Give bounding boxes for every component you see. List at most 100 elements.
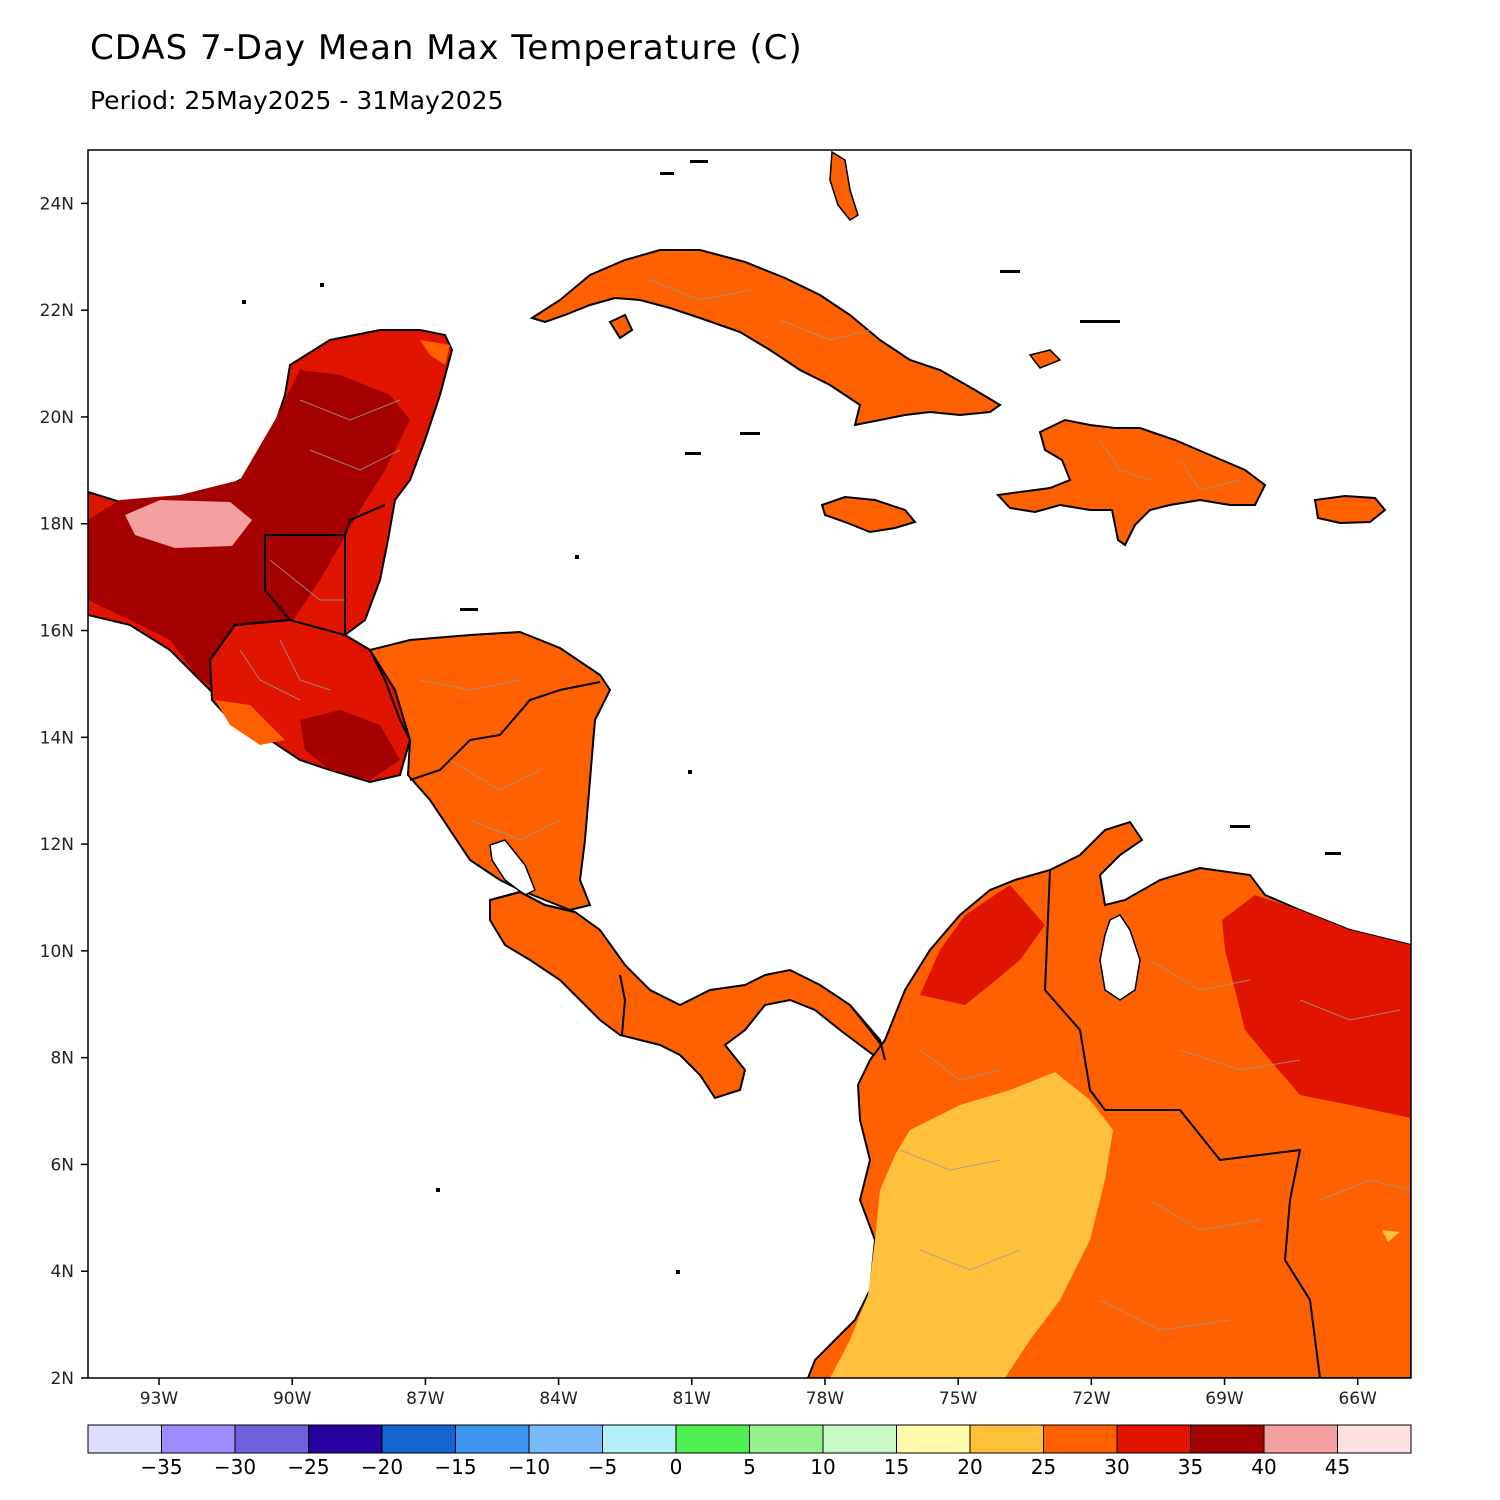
zone-30-pacific-coast — [215, 700, 285, 745]
lat-tick-label: 22N — [40, 301, 74, 321]
colorbar-swatch — [675, 1424, 750, 1454]
hot-zone-40 — [88, 370, 410, 690]
lon-tick-label: 69W — [1205, 1389, 1244, 1409]
coast-zone-30 — [420, 340, 450, 365]
colorbar-label: 40 — [1251, 1455, 1276, 1479]
colorbar-swatch — [381, 1424, 456, 1454]
island-jamaica — [820, 495, 917, 534]
province-lines — [239, 279, 1411, 1331]
key-dot — [688, 770, 692, 774]
province-line — [239, 639, 331, 701]
zone-25-andes — [830, 1072, 1113, 1378]
island-small-caribbean — [1028, 349, 1062, 369]
colorbar-label: 25 — [1031, 1455, 1056, 1479]
zone-40-elsalvador — [300, 710, 400, 780]
island-puerto-rico — [1313, 494, 1387, 525]
colorbar-swatch — [87, 1424, 162, 1454]
key-dot — [740, 432, 760, 435]
map-title: CDAS 7-Day Mean Max Temperature (C) — [90, 28, 803, 68]
colorbar-label: 30 — [1104, 1455, 1129, 1479]
lon-tick-label: 75W — [939, 1389, 978, 1409]
province-line — [419, 679, 561, 841]
country-borders — [209, 504, 1321, 1378]
key-dot — [575, 555, 579, 559]
colorbar-swatch — [602, 1424, 677, 1454]
lat-tick-label: 4N — [50, 1262, 74, 1282]
colorbar-swatch — [528, 1424, 603, 1454]
province-line — [1099, 1179, 1411, 1331]
colorbar-label: −5 — [588, 1455, 617, 1479]
colorbar-swatch — [969, 1424, 1044, 1454]
colorbar-label: −35 — [140, 1455, 182, 1479]
border-panama-colombia — [849, 1004, 886, 1061]
lon-tick-label: 93W — [140, 1389, 179, 1409]
map-plot-area — [88, 150, 1411, 1378]
lon-tick-label: 78W — [806, 1389, 845, 1409]
colorbar-label: 0 — [670, 1455, 683, 1479]
period-subtitle: Period: 25May2025 - 31May2025 — [90, 86, 504, 115]
lat-tick-label: 12N — [40, 835, 74, 855]
colorbar-label: 45 — [1325, 1455, 1350, 1479]
colorbar-swatch — [308, 1424, 383, 1454]
province-line — [269, 399, 401, 601]
colorbar-label: −15 — [434, 1455, 476, 1479]
colorbar-swatch — [749, 1424, 824, 1454]
land-honduras-nicaragua — [368, 630, 612, 912]
island-isla-de-la-juventud — [608, 313, 634, 340]
key-dot — [1230, 825, 1250, 828]
key-dot — [690, 160, 708, 163]
colorbar-label: −30 — [214, 1455, 256, 1479]
key-dot — [1000, 270, 1020, 273]
province-line — [899, 1049, 1021, 1271]
lon-tick-label: 81W — [673, 1389, 712, 1409]
border-belize — [344, 504, 386, 536]
caribbean-islands — [529, 150, 1387, 547]
key-dot — [460, 608, 478, 611]
central-america-region — [208, 618, 887, 1100]
hot-zone-45 — [125, 500, 252, 548]
key-dot — [436, 1188, 440, 1192]
lon-tick-label: 87W — [406, 1389, 445, 1409]
colorbar-label: −20 — [361, 1455, 403, 1479]
province-line — [1099, 439, 1241, 491]
border-guatemala-honduras — [344, 634, 411, 741]
small-keys — [242, 160, 1341, 1274]
border-costarica-panama — [619, 974, 627, 1036]
longitude-axis: 93W 90W 87W 84W 81W 78W 75W 72W 69W 66W — [140, 1378, 1377, 1409]
province-line — [649, 279, 871, 341]
colorbar-swatch — [455, 1424, 530, 1454]
lat-tick-label: 16N — [40, 622, 74, 642]
plot-frame — [87, 149, 1412, 1379]
border-honduras-nicaragua — [409, 681, 601, 781]
lon-tick-label: 90W — [273, 1389, 312, 1409]
colorbar-swatch — [1263, 1424, 1338, 1454]
lat-tick-label: 24N — [40, 194, 74, 214]
colorbar-label: −25 — [287, 1455, 329, 1479]
key-dot — [685, 452, 701, 455]
key-dot — [676, 1270, 680, 1274]
zone-35-colombia-north — [920, 885, 1045, 1005]
colorbar-label: 10 — [810, 1455, 835, 1479]
lat-tick-label: 14N — [40, 728, 74, 748]
border-colombia-venezuela — [1043, 869, 1321, 1378]
colorbar-swatch — [1116, 1424, 1191, 1454]
lat-tick-label: 18N — [40, 515, 74, 535]
colorbar-swatch — [1190, 1424, 1265, 1454]
colorbar-swatch — [1043, 1424, 1118, 1454]
key-dot — [1325, 852, 1341, 855]
key-dot — [242, 300, 246, 304]
lat-tick-label: 8N — [50, 1049, 74, 1069]
colorbar-swatch — [822, 1424, 897, 1454]
colorbar-label: 35 — [1178, 1455, 1203, 1479]
border-nicaragua-costarica — [489, 890, 576, 913]
colorbar-swatch — [896, 1424, 971, 1454]
province-line — [1149, 959, 1401, 1071]
latitude-axis: 24N 22N 20N 18N 16N 14N 12N 10N 8N 6N 4N 2N — [40, 194, 88, 1389]
lat-tick-label: 20N — [40, 408, 74, 428]
colorbar-label: 15 — [884, 1455, 909, 1479]
lat-tick-label: 2N — [50, 1369, 74, 1389]
colorbar-label: 20 — [957, 1455, 982, 1479]
color-scale-bar: −35 −30 −25 −20 −15 −10 −5 0 5 10 15 20 25 30 35 40 45 — [87, 1424, 1412, 1479]
lon-tick-label: 72W — [1072, 1389, 1111, 1409]
island-hispaniola — [995, 418, 1267, 547]
